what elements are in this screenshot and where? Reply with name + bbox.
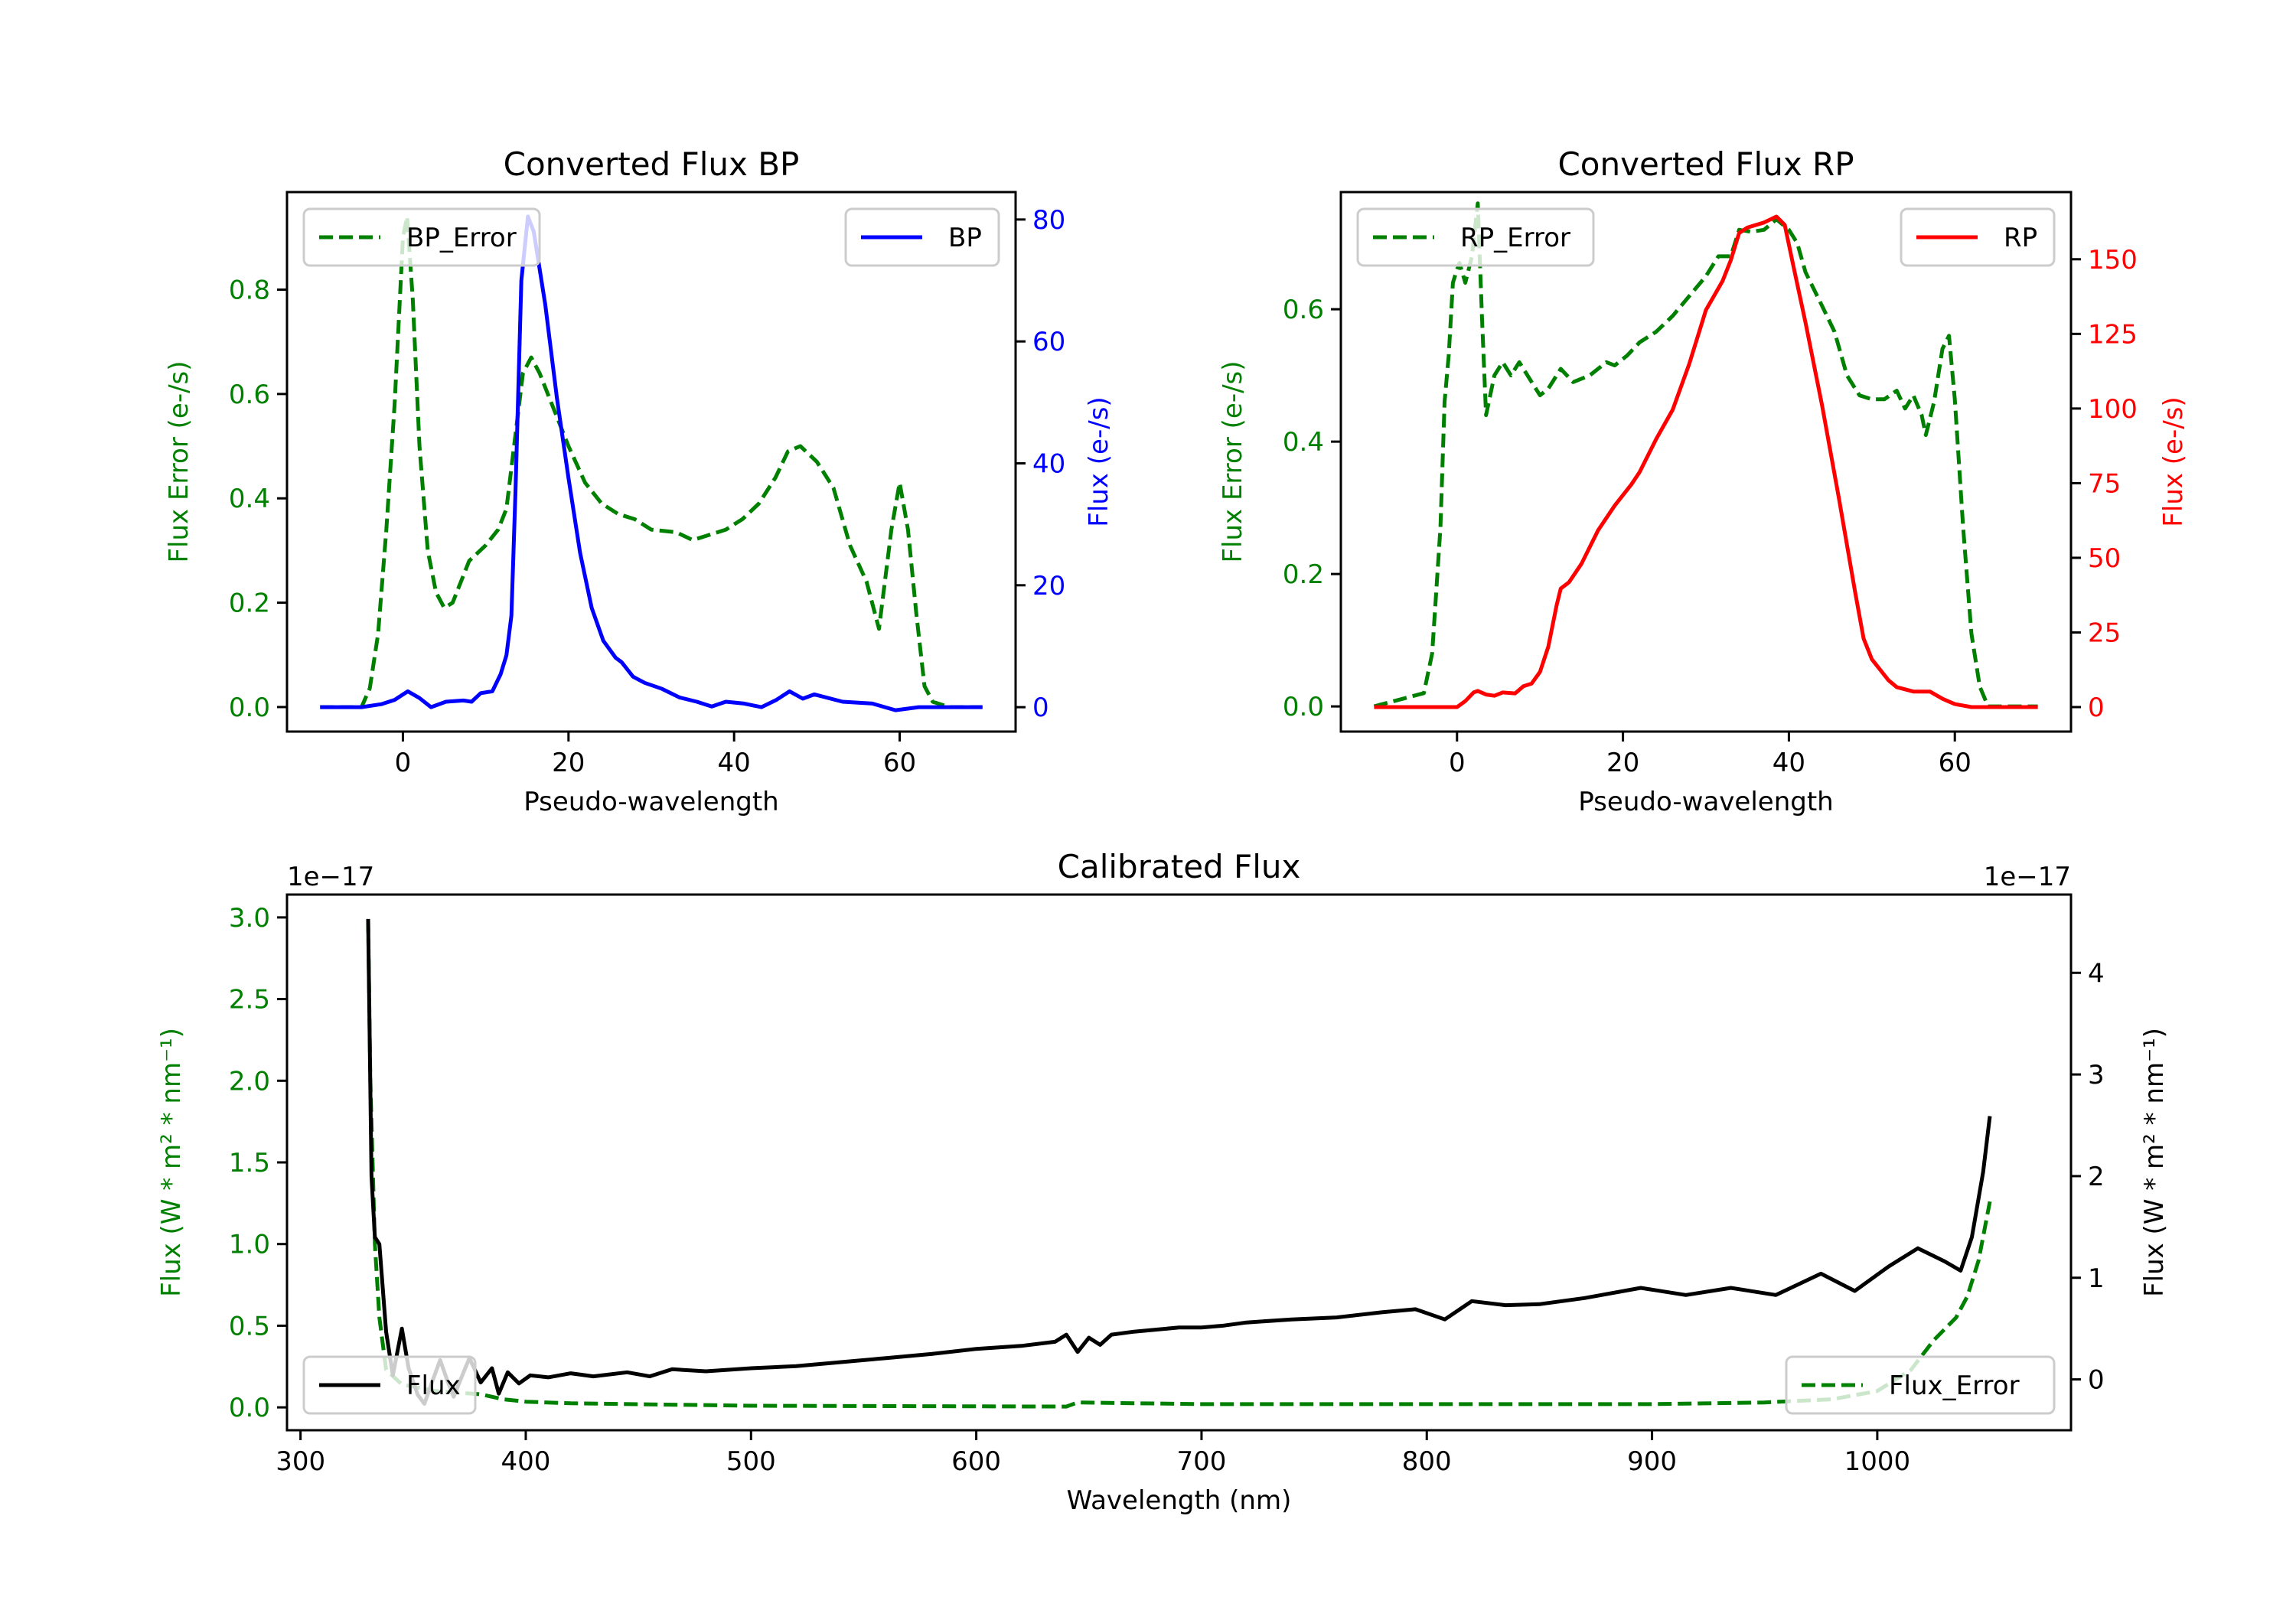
calibrated-right-y-tick-label: 0: [2088, 1365, 2105, 1396]
bp-x-tick-label: 60: [883, 748, 916, 778]
calibrated-left-offset-text: 1e−17: [287, 862, 374, 892]
bp-left-y-tick-label: 0.4: [229, 484, 270, 514]
calibrated-chart: Calibrated Flux Wavelength (nm) Flux (W …: [156, 848, 2170, 1516]
rp-left-y-tick-label: 0.2: [1283, 559, 1324, 590]
rp-left-y-tick-label: 0.0: [1283, 692, 1324, 722]
calibrated-x-tick-label: 900: [1627, 1446, 1677, 1477]
rp-right-y-tick-label: 125: [2088, 319, 2138, 350]
legend-label: RP: [2004, 223, 2037, 253]
calibrated-legend-flux: Flux: [302, 1355, 477, 1415]
calibrated-chart-title: Calibrated Flux: [1058, 848, 1301, 885]
legend-frame: [302, 207, 541, 267]
bp-series-bp-error-line: [320, 214, 983, 709]
legend-label: BP: [948, 223, 982, 253]
bp-right-y-tick-label: 60: [1032, 327, 1065, 357]
rp-left-y-tick-label: 0.6: [1283, 295, 1324, 325]
rp-right-y-tick-label: 75: [2088, 468, 2121, 499]
calibrated-left-y-tick-label: 2.0: [229, 1066, 270, 1097]
rp-x-tick-label: 0: [1449, 748, 1466, 778]
calibrated-left-y-tick-label: 2.5: [229, 985, 270, 1015]
rp-legend-rp-error: RP_Error: [1356, 207, 1595, 267]
rp-x-axis-label: Pseudo-wavelength: [1578, 787, 1833, 817]
rp-series-rp-error-line: [1373, 201, 2038, 709]
bp-right-axis-label: Flux (e-/s): [1084, 396, 1114, 526]
calibrated-legend-flux-error: Flux_Error: [1785, 1355, 2056, 1415]
calibrated-x-tick-label: 400: [501, 1446, 551, 1477]
calibrated-x-tick-label: 700: [1176, 1446, 1226, 1477]
rp-right-y-tick-label: 0: [2088, 693, 2105, 723]
bp-x-tick-label: 40: [718, 748, 751, 778]
bp-x-axis-label: Pseudo-wavelength: [523, 787, 778, 817]
rp-right-axis-label: Flux (e-/s): [2158, 396, 2189, 526]
rp-right-y-tick-label: 50: [2088, 543, 2121, 574]
calibrated-right-y-tick-label: 2: [2088, 1162, 2105, 1192]
legend-frame: [302, 1355, 477, 1415]
legend-label: Flux_Error: [1889, 1371, 2020, 1401]
rp-chart-title: Converted Flux RP: [1557, 145, 1854, 183]
calibrated-x-tick-label: 600: [951, 1446, 1001, 1477]
bp-x-tick-label: 0: [395, 748, 412, 778]
bp-x-tick-label: 20: [552, 748, 585, 778]
bp-legend-bp: BP: [844, 207, 1000, 267]
calibrated-left-y-tick-label: 3.0: [229, 903, 270, 934]
calibrated-right-y-tick-label: 3: [2088, 1060, 2105, 1090]
rp-plot-area: [1373, 201, 2038, 709]
rp-x-tick-label: 40: [1773, 748, 1805, 778]
calibrated-left-y-tick-label: 0.5: [229, 1311, 270, 1341]
calibrated-left-axis-label: Flux (W * m² * nm⁻¹): [156, 1028, 187, 1297]
calibrated-right-offset-text: 1e−17: [1984, 862, 2071, 892]
bp-legend-bp-error: BP_Error: [302, 207, 541, 267]
legend-label: Flux: [406, 1371, 461, 1401]
bp-series-bp-line: [320, 214, 983, 712]
calibrated-right-y-tick-label: 4: [2088, 958, 2105, 989]
rp-axes-frame: [1339, 191, 2073, 733]
calibrated-right-y-tick-label: 1: [2088, 1263, 2105, 1294]
rp-left-axis-label: Flux Error (e-/s): [1218, 360, 1248, 562]
bp-right-y-tick-label: 0: [1032, 693, 1049, 723]
bp-left-y-tick-label: 0.8: [229, 275, 270, 306]
bp-right-y-tick-label: 80: [1032, 205, 1065, 236]
bp-left-y-tick-label: 0.2: [229, 588, 270, 619]
bp-right-y-tick-label: 40: [1032, 448, 1065, 479]
bp-left-y-tick-label: 0.0: [229, 693, 270, 723]
calibrated-right-axis-label: Flux (W * m² * nm⁻¹): [2139, 1028, 2170, 1297]
legend-label: BP_Error: [406, 223, 517, 253]
rp-left-y-tick-label: 0.4: [1283, 427, 1324, 458]
legend-label: RP_Error: [1460, 223, 1570, 253]
bp-axes-frame: [285, 191, 1017, 733]
legend-frame: [1785, 1355, 2056, 1415]
bp-chart-title: Converted Flux BP: [504, 145, 800, 183]
rp-right-y-tick-label: 100: [2088, 394, 2138, 425]
rp-series-rp-line: [1374, 214, 2038, 709]
rp-x-tick-label: 20: [1606, 748, 1639, 778]
calibrated-left-y-tick-label: 0.0: [229, 1393, 270, 1423]
calibrated-x-tick-label: 800: [1402, 1446, 1452, 1477]
calibrated-left-y-tick-label: 1.0: [229, 1230, 270, 1260]
calibrated-x-tick-label: 500: [726, 1446, 776, 1477]
calibrated-left-y-tick-label: 1.5: [229, 1148, 270, 1178]
rp-chart: Converted Flux RP Pseudo-wavelength Flux…: [1218, 145, 2189, 817]
rp-x-tick-label: 60: [1939, 748, 1971, 778]
rp-right-y-tick-label: 25: [2088, 618, 2121, 648]
legend-frame: [1356, 207, 1595, 267]
bp-left-axis-label: Flux Error (e-/s): [164, 360, 194, 562]
bp-plot-area: [320, 214, 983, 712]
bp-right-y-tick-label: 20: [1032, 571, 1065, 601]
bp-chart: Converted Flux BP Pseudo-wavelength Flux…: [164, 145, 1114, 817]
rp-right-y-tick-label: 150: [2088, 245, 2138, 275]
calibrated-x-tick-label: 300: [276, 1446, 325, 1477]
calibrated-x-axis-label: Wavelength (nm): [1067, 1485, 1292, 1516]
rp-legend-rp: RP: [1900, 207, 2056, 267]
bp-left-y-tick-label: 0.6: [229, 380, 270, 410]
calibrated-x-tick-label: 1000: [1844, 1446, 1911, 1477]
